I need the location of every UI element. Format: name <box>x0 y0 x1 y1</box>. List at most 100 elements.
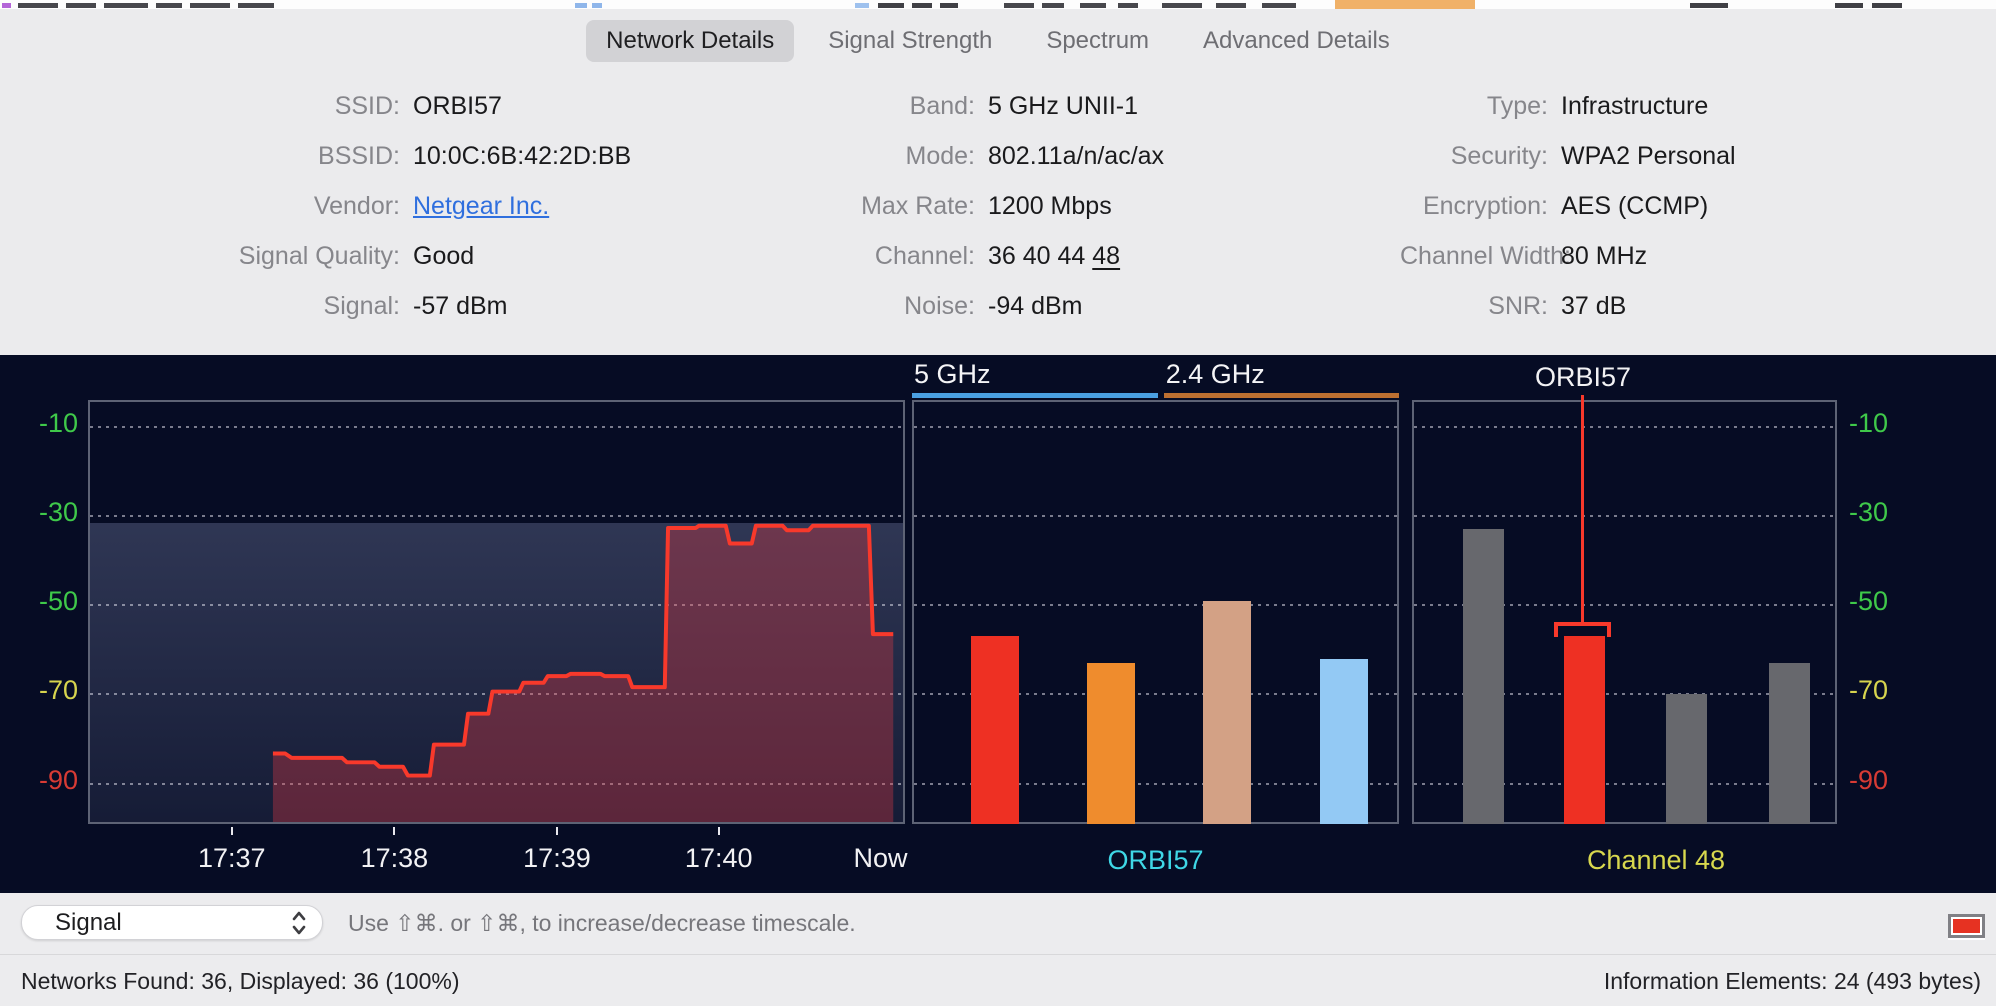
series-color-swatch[interactable] <box>1948 914 1985 938</box>
table-row-fragment <box>912 3 932 8</box>
band-underline-5-ghz <box>912 393 1158 398</box>
band-chart-network-label: ORBI57 <box>1107 845 1204 875</box>
selected-network-callout-line <box>1581 395 1585 623</box>
y-axis-label: -30 <box>38 496 78 527</box>
channel-network-bar[interactable] <box>1666 694 1708 824</box>
gridline <box>90 425 903 428</box>
detail-label-channel-width: Channel Width: <box>1400 241 1571 270</box>
detail-value-noise: -94 dBm <box>988 291 1083 320</box>
table-row-fragment <box>1262 3 1296 8</box>
tab-signal-strength[interactable]: Signal Strength <box>828 27 993 54</box>
table-row-fragment <box>1335 0 1475 9</box>
detail-label-bssid: BSSID: <box>318 141 400 170</box>
detail-value-bssid: 10:0C:6B:42:2D:BB <box>413 141 632 170</box>
gridline <box>1414 514 1835 517</box>
updown-chevron-icon <box>290 910 308 936</box>
gridline <box>1414 693 1835 696</box>
detail-value-band: 5 GHz UNII-1 <box>988 91 1139 120</box>
y-axis-label: -10 <box>1849 407 1889 438</box>
detail-value-security: WPA2 Personal <box>1561 141 1736 170</box>
network-details-panel: Network Details Signal Strength Spectrum Ad… <box>0 9 1996 355</box>
table-row-fragment <box>1162 3 1202 8</box>
channel-network-bar[interactable] <box>1463 529 1505 824</box>
channel-network-bar[interactable] <box>1564 636 1606 824</box>
gridline <box>914 604 1397 607</box>
detail-value-signal-quality: Good <box>413 241 475 270</box>
detail-value-ssid: ORBI57 <box>413 91 502 120</box>
detail-value-max-rate: 1200 Mbps <box>988 191 1112 220</box>
table-row-fragment <box>18 3 58 8</box>
table-row-fragment <box>575 3 587 8</box>
gridline <box>90 782 903 785</box>
channel-network-bar[interactable] <box>1769 663 1811 824</box>
selected-network-callout-bracket <box>1554 622 1612 638</box>
x-axis-tick <box>555 827 558 835</box>
detail-label-vendor: Vendor: <box>313 191 400 220</box>
band-signal-bar[interactable] <box>1319 658 1369 824</box>
y-axis-label: -70 <box>38 675 78 706</box>
table-row-fragment <box>592 3 602 8</box>
gridline <box>914 693 1397 696</box>
detail-value-encryption: AES (CCMP) <box>1561 191 1709 220</box>
detail-label-noise: Noise: <box>904 291 975 320</box>
table-row-fragment <box>940 3 958 8</box>
table-row-fragment <box>1216 3 1246 8</box>
detail-label-ssid: SSID: <box>334 91 400 120</box>
detail-label-signal: Signal: <box>323 291 400 320</box>
table-row-fragment <box>2 3 11 8</box>
band-signal-bar[interactable] <box>1203 600 1252 824</box>
detail-label-mode: Mode: <box>905 141 975 170</box>
channel-networks-chart <box>1412 400 1837 824</box>
table-row-fragment <box>1080 3 1106 8</box>
selected-network-title: ORBI57 <box>1534 362 1632 392</box>
table-row-fragment <box>156 3 182 8</box>
band-underline-2-4-ghz <box>1163 393 1399 398</box>
detail-label-security: Security: <box>1450 141 1548 170</box>
x-axis-label: 17:40 <box>684 843 753 873</box>
table-row-fragment <box>1835 3 1863 8</box>
status-bar: Networks Found: 36, Displayed: 36 (100%)… <box>0 954 1996 1006</box>
table-row-fragment <box>1118 3 1138 8</box>
network-details-grid: SSID: ORBI57 Band: 5 GHz UNII-1 Type: Infrast… <box>0 81 1996 331</box>
networks-found-status: Networks Found: 36, Displayed: 36 (100%) <box>21 967 460 994</box>
band-label-5-ghz: 5 GHz <box>914 359 991 389</box>
table-row-fragment <box>238 3 274 8</box>
detail-value-mode: 802.11a/n/ac/ax <box>988 141 1165 170</box>
tab-network-details[interactable]: Network Details <box>586 20 795 62</box>
gridline <box>1414 604 1835 607</box>
metric-dropdown[interactable]: Signal <box>21 905 323 940</box>
detail-label-max-rate: Max Rate: <box>861 191 975 220</box>
shaded-band-region <box>90 522 903 822</box>
y-axis-label: -90 <box>1849 764 1889 795</box>
gridline <box>1414 782 1835 785</box>
information-elements-status: Information Elements: 24 (493 bytes) <box>1603 967 1981 994</box>
gridline <box>914 782 1397 785</box>
detail-label-snr: SNR: <box>1488 291 1548 320</box>
detail-value-vendor: Netgear Inc. <box>400 192 830 221</box>
gridline <box>90 604 903 607</box>
gridline <box>90 514 903 517</box>
table-row-fragment <box>1042 3 1064 8</box>
y-axis-label: -70 <box>1849 675 1889 706</box>
charts-area: ORBI57 ORBI57 Channel 48 -10 -30 -50 -70 -90… <box>0 355 1996 893</box>
detail-label-type: Type: <box>1486 91 1548 120</box>
tab-advanced-details[interactable]: Advanced Details <box>1203 27 1390 54</box>
detail-value-snr: 37 dB <box>1561 291 1627 320</box>
channel-chart-label: Channel 48 <box>1586 845 1726 875</box>
detail-value-type: Infrastructure <box>1561 91 1709 120</box>
signal-history-chart <box>88 400 905 824</box>
table-row-fragment <box>66 3 96 8</box>
detail-label-signal-quality: Signal Quality: <box>238 241 400 270</box>
detail-label-encryption: Encryption: <box>1422 191 1548 220</box>
y-axis-label: -90 <box>38 764 78 795</box>
metric-dropdown-value: Signal <box>55 908 122 936</box>
detail-label-band: Band: <box>909 91 975 120</box>
detail-value-channel: 36 40 44 48 <box>988 241 1121 270</box>
x-axis-tick <box>717 827 720 835</box>
vendor-link[interactable]: Netgear Inc. <box>413 191 550 220</box>
band-signal-bar[interactable] <box>1086 663 1135 824</box>
band-signal-bar[interactable] <box>970 636 1019 824</box>
table-row-fragment <box>1004 3 1034 8</box>
tab-spectrum[interactable]: Spectrum <box>1046 27 1150 54</box>
